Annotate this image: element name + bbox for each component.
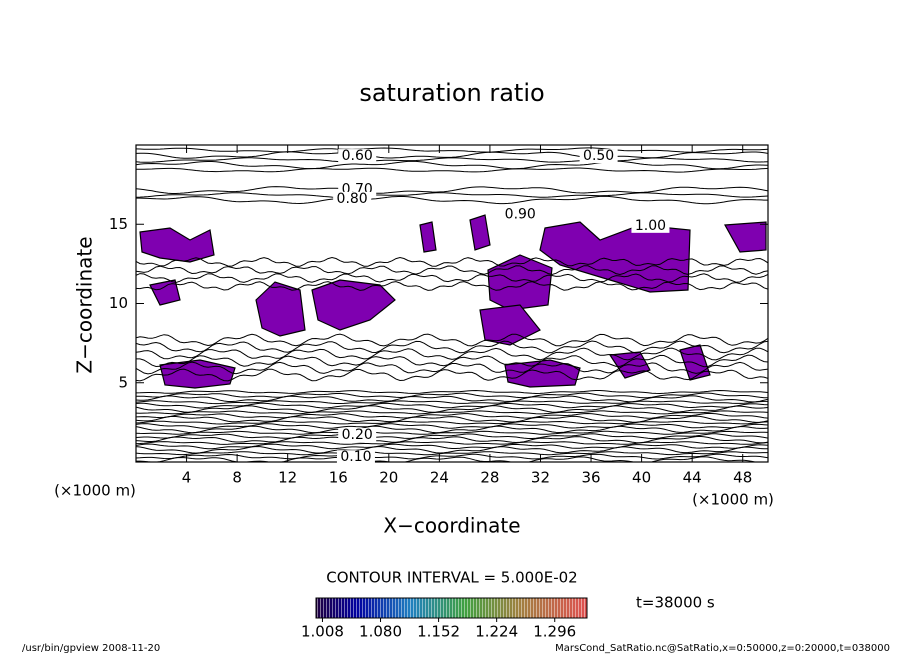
contour-line — [136, 347, 768, 361]
y-tick-label: 10 — [109, 294, 128, 312]
shaded-regions — [139, 214, 767, 389]
x-tick-label: 4 — [182, 469, 192, 487]
contour-line — [136, 412, 768, 419]
contour-line — [136, 256, 768, 267]
time-label: t=38000 s — [636, 594, 715, 612]
x-tick-label: 8 — [232, 469, 242, 487]
shaded-region — [255, 281, 306, 337]
contour-line — [136, 430, 768, 435]
contour-label-bg — [338, 428, 377, 443]
colorbar-tick-label: 1.224 — [475, 623, 518, 641]
contour-label-bg — [501, 207, 540, 222]
contour-line — [136, 340, 768, 354]
contour-interval: CONTOUR INTERVAL = 5.000E-02 — [326, 569, 577, 587]
x-tick-label: 28 — [480, 469, 499, 487]
contour-line — [136, 389, 768, 395]
contour-line — [136, 281, 768, 291]
contour-label: 0.80 — [337, 191, 368, 207]
y-tick-label: 15 — [109, 215, 128, 233]
contour-line — [136, 147, 768, 153]
contour-line — [136, 423, 768, 429]
contour-line — [136, 192, 768, 198]
x-tick-label: 48 — [733, 469, 752, 487]
shaded-region — [504, 359, 581, 388]
contour-line — [136, 445, 768, 454]
x-axis-label: X−coordinate — [383, 514, 520, 538]
contour-label-bg — [333, 191, 372, 206]
plot-area — [136, 147, 768, 462]
shaded-region — [159, 359, 236, 389]
contour-label-bg — [336, 450, 375, 465]
contour-line — [136, 420, 768, 425]
contour-line — [136, 392, 768, 399]
contour-line — [136, 410, 768, 415]
contour-label: 0.50 — [583, 148, 614, 164]
contour-line — [136, 451, 768, 456]
contour-line — [136, 405, 768, 413]
contour-line — [136, 157, 768, 163]
shaded-region — [149, 279, 181, 306]
x-unit-left: (×1000 m) — [54, 482, 136, 500]
contour-label: 0.60 — [342, 148, 373, 164]
x-tick-label: 36 — [581, 469, 600, 487]
x-tick-label: 16 — [329, 469, 348, 487]
contour-line — [136, 443, 768, 450]
footer-right: MarsCond_SatRatio.nc@SatRatio,x=0:50000,… — [555, 643, 890, 654]
x-tick-label: 24 — [430, 469, 449, 487]
contour-line — [136, 160, 768, 170]
contour-label: 0.90 — [505, 207, 536, 223]
y-tick-label: 5 — [118, 373, 128, 391]
contour-line — [136, 441, 768, 445]
contour-label: 1.00 — [635, 218, 666, 234]
contour-line — [136, 273, 768, 284]
contour-line — [136, 425, 768, 434]
contour-line — [136, 456, 758, 462]
contour-line — [136, 333, 768, 347]
footer-left: /usr/bin/gpview 2008-11-20 — [22, 643, 160, 654]
colorbar-tick-label: 1.008 — [301, 623, 344, 641]
contour-label-bg — [631, 218, 670, 233]
contour-line — [136, 415, 768, 423]
contour-line — [136, 354, 768, 368]
x-tick-label: 32 — [531, 469, 550, 487]
x-tick-label: 12 — [278, 469, 297, 487]
shaded-region — [724, 221, 767, 253]
y-axis-label: Z−coordinate — [73, 236, 97, 373]
contour-line — [136, 368, 768, 382]
shaded-region — [419, 221, 437, 253]
x-tick-label: 40 — [632, 469, 651, 487]
colorbar-tick-label: 1.080 — [359, 623, 402, 641]
contour-line — [136, 167, 768, 173]
contour-line — [136, 435, 768, 444]
colorbar-tick-label: 1.152 — [417, 623, 460, 641]
contour-label-bg — [338, 149, 377, 164]
shaded-region — [479, 304, 541, 346]
contour-lines — [136, 147, 768, 462]
contour-label-bg — [579, 149, 618, 164]
contour-line — [136, 195, 768, 205]
shaded-region — [469, 214, 491, 251]
contour-line — [136, 402, 768, 409]
contour-line — [136, 361, 768, 375]
x-tick-label: 20 — [379, 469, 398, 487]
contour-label: 0.20 — [342, 427, 373, 443]
chart-title: saturation ratio — [359, 79, 544, 107]
shaded-region — [139, 227, 215, 263]
x-tick-label: 44 — [683, 469, 702, 487]
contour-line — [136, 453, 768, 460]
contour-line — [136, 186, 768, 194]
shaded-region — [487, 254, 553, 311]
colorbar-frame — [315, 597, 588, 619]
contour-line — [136, 433, 768, 440]
shaded-region — [311, 279, 396, 331]
contour-line — [136, 265, 768, 276]
contour-label: 0.10 — [340, 449, 371, 465]
contour-line — [136, 395, 768, 403]
colorbar-tick-label: 1.296 — [533, 623, 576, 641]
contour-line — [136, 400, 768, 405]
x-unit: (×1000 m) — [692, 491, 774, 509]
